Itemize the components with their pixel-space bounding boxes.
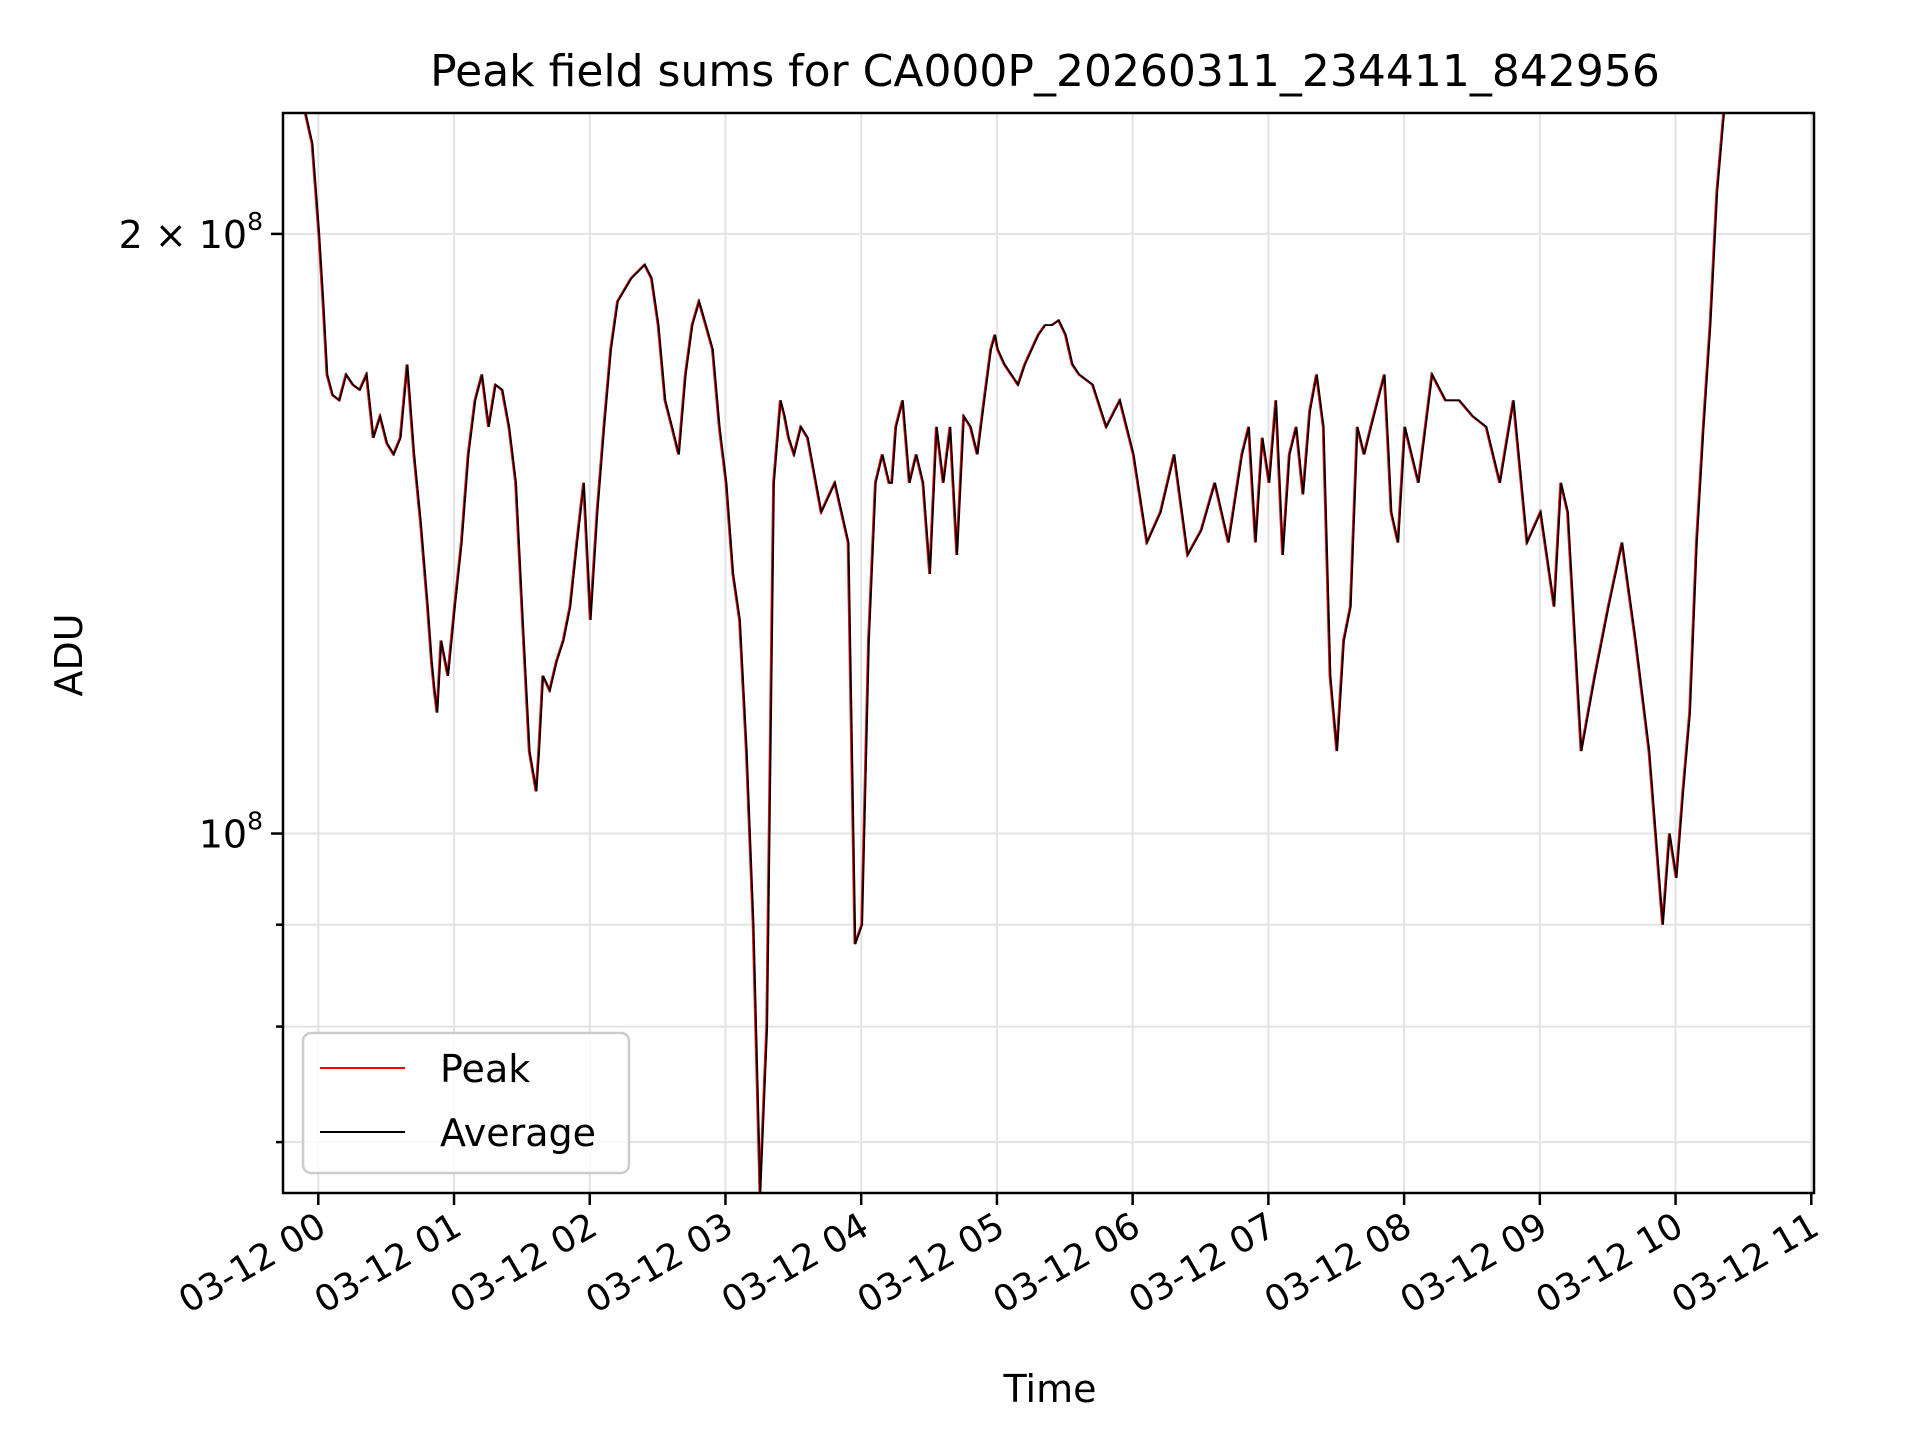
x-tick-label: 03-12 10 — [1529, 1205, 1690, 1321]
x-tick-label: 03-12 05 — [851, 1205, 1012, 1321]
y-axis-label: ADU — [47, 613, 91, 696]
x-tick-label: 03-12 11 — [1665, 1205, 1826, 1321]
x-axis-label: Time — [1003, 1367, 1097, 1411]
x-tick-label: 03-12 01 — [308, 1205, 469, 1321]
x-tick-label: 03-12 08 — [1258, 1205, 1419, 1321]
chart-title: Peak field sums for CA000P_20260311_2344… — [430, 46, 1660, 97]
x-tick-label: 03-12 03 — [579, 1205, 740, 1321]
x-tick-label: 03-12 07 — [1122, 1205, 1283, 1321]
x-tick-label: 03-12 00 — [172, 1205, 333, 1321]
grid — [283, 113, 1814, 1193]
series-line-peak — [284, 112, 1724, 1194]
plot-frame — [281, 111, 1816, 1195]
x-tick-label: 03-12 06 — [986, 1205, 1147, 1321]
legend: Peak Average — [301, 1031, 631, 1175]
series-line-average — [285, 112, 1725, 1194]
x-tick-label: 03-12 04 — [715, 1205, 876, 1321]
x-tick-label: 03-12 02 — [444, 1205, 605, 1321]
y-tick-label: 108 — [199, 807, 263, 857]
legend-label-peak: Peak — [440, 1047, 530, 1091]
y-tick-label: 2 × 108 — [119, 207, 263, 257]
legend-label-average: Average — [440, 1111, 596, 1155]
y-axis: 108 2 × 108 — [119, 207, 283, 1144]
x-tick-label: 03-12 09 — [1394, 1205, 1555, 1321]
